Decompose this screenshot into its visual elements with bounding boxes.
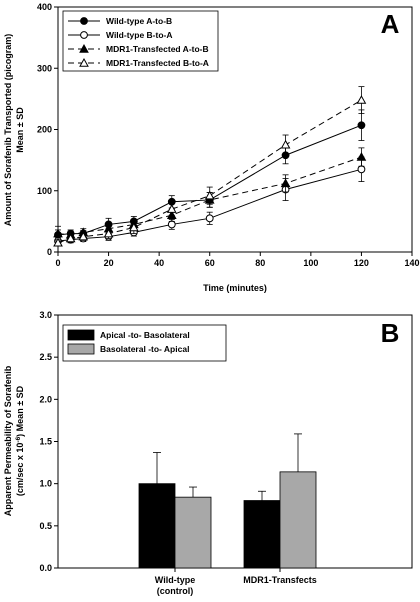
panel-b-y-tick-label: 0.0 [39,563,52,573]
panel-b-bar [279,471,317,569]
panel-b-bar [138,483,176,569]
panel-b-y-tick-label: 1.0 [39,479,52,489]
panel-b-bar [243,500,281,569]
panel-a-legend-marker [80,17,88,25]
panel-b-bar [174,496,212,569]
panel-b-bar-chart: 0.0 0.5 1.0 1.5 2.0 2.5 3.0 Wild-type(control) M… [3,310,413,596]
panel-a-legend-label: MDR1-Transfected A-to-B [106,44,209,54]
panel-b-legend-label: Apical -to- Basolateral [100,330,190,340]
panel-b-x-tick-label: (control) [157,586,194,596]
panel-a-x-tick-label: 40 [154,258,164,268]
panel-a-x-tick-label: 0 [55,258,60,268]
panel-a-y-axis-label-line2: Mean ± SD [15,107,25,153]
panel-a-x-tick-label: 120 [354,258,369,268]
panel-b-x-tick-label: Wild-type [155,575,195,585]
panel-a-data-point [103,228,114,238]
panel-a-data-point [78,231,89,241]
panel-a-x-tick-label: 80 [255,258,265,268]
panel-b-label: B [381,318,400,348]
panel-a-data-point [357,165,366,174]
panel-a-data-point [357,121,366,130]
panel-b-y-axis-label-units: (cm/sec x 10 [15,443,25,497]
panel-a-data-point [167,220,176,229]
panel-a-data-point [166,204,177,213]
panel-b-y-tick-label: 2.5 [39,352,52,362]
panel-b-y-tick-label: 0.5 [39,521,52,531]
panel-a-y-tick-label: 300 [37,63,52,73]
panel-a-legend-marker [80,31,88,39]
panel-b-y-axis-label-exponent: -6 [15,436,22,442]
panel-a-legend-label: MDR1-Transfected B-to-A [106,58,209,68]
panel-a-x-tick-label: 60 [205,258,215,268]
panel-a-legend: Wild-type A-to-B Wild-type B-to-A MDR1-Tra… [62,10,219,72]
panel-a-y-axis-label-line1: Amount of Sorafenib Transported (picogra… [3,34,13,227]
panel-a-axes: 0 100 200 300 400 0 20 40 60 80 100 120 140 [37,2,420,268]
panel-a-legend-label: Wild-type B-to-A [106,30,173,40]
panel-a-line-chart: 0 100 200 300 400 0 20 40 60 80 100 120 140 Wild-typ… [3,2,420,293]
panel-a-series-line [57,99,362,244]
panel-a-y-tick-label: 200 [37,125,52,135]
panel-b-legend-swatch [67,343,95,355]
panel-a-y-tick-label: 400 [37,2,52,12]
panel-a-series-4 [53,86,367,247]
panel-a-data-point [356,95,367,104]
panel-a-y-tick-label: 0 [47,247,52,257]
panel-b-y-tick-label: 2.0 [39,394,52,404]
panel-b-legend-label: Basolateral -to- Apical [100,344,189,354]
panel-a-series [53,86,367,247]
panel-a-data-point [205,214,214,223]
panel-b-legend-box [62,324,227,362]
panel-a-label: A [381,9,400,39]
panel-a-data-point [53,237,63,247]
panel-b-x-tick-label: MDR1-Transfects [243,575,317,585]
panel-b-axes: 0.0 0.5 1.0 1.5 2.0 2.5 3.0 Wild-type(control) M… [39,310,316,596]
panel-a-x-axis-label: Time (minutes) [203,283,267,293]
panel-a-x-tick-label: 140 [404,258,419,268]
panel-a-x-tick-label: 20 [104,258,114,268]
panel-a-data-point [129,222,139,232]
panel-a-legend-label: Wild-type A-to-B [106,16,172,26]
panel-a-x-tick-label: 100 [303,258,318,268]
panel-b-y-axis-label-line1: Apparent Permeability of Sorafenib [3,365,13,516]
panel-b-y-axis-label-line2: (cm/sec x 10-6) Mean ± SD [15,385,25,496]
panel-a-data-point [356,152,367,161]
panel-a-data-point [53,228,63,238]
panel-b-legend: Apical -to- Basolateral Basolateral -to- … [62,324,227,362]
panel-b-legend-swatch [67,329,95,341]
panel-a-data-point [280,139,291,149]
panel-a-data-point [280,178,291,188]
panel-a-y-tick-label: 100 [37,186,52,196]
panel-a-legend-marker [79,57,89,67]
panel-b-y-tick-label: 3.0 [39,310,52,320]
panel-a-legend-marker [79,43,89,53]
panel-b-y-tick-label: 1.5 [39,437,52,447]
panel-b-y-axis-label-suffix: ) Mean ± SD [15,385,25,436]
panel-b-bars [138,433,317,569]
panel-a-data-point [65,233,76,243]
panel-a-data-point [204,190,215,200]
